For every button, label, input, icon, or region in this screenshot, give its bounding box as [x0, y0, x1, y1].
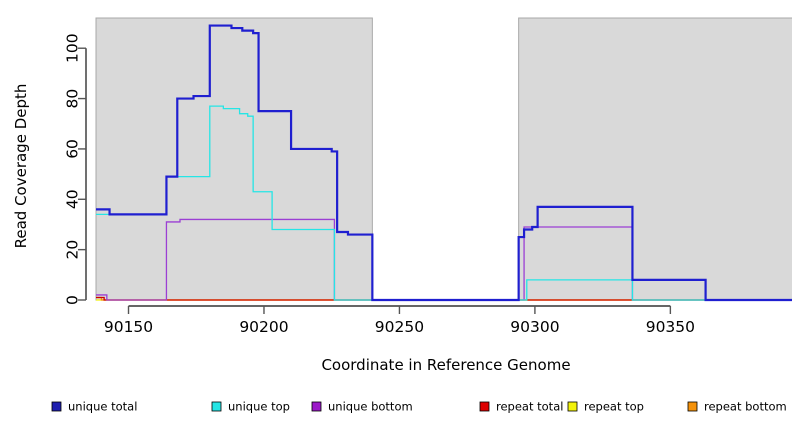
legend-label: unique top: [228, 400, 290, 414]
y-tick-label: 100: [64, 33, 82, 63]
legend-swatch: [567, 401, 578, 412]
chart-legend: unique total unique top unique bottom repea…: [51, 400, 787, 414]
shaded-regions: [95, 17, 792, 301]
x-axis-label: Coordinate in Reference Genome: [321, 356, 570, 374]
x-tick-label: 90350: [646, 318, 695, 336]
legend-label: repeat total: [496, 400, 563, 414]
legend-swatch: [479, 401, 490, 412]
x-tick-label: 90300: [510, 318, 559, 336]
y-tick-label: 20: [64, 240, 82, 260]
legend-label: repeat top: [584, 400, 644, 414]
legend-swatch: [687, 401, 698, 412]
y-axis-label: Read Coverage Depth: [12, 84, 30, 249]
x-tick-label: 90200: [239, 318, 288, 336]
series-line-unique-total: [96, 24, 792, 302]
series-layer: [96, 24, 792, 302]
legend-swatch: [311, 401, 322, 412]
shaded-region: [518, 17, 792, 301]
legend-label: unique bottom: [328, 400, 413, 414]
legend-swatch: [211, 401, 222, 412]
x-tick-label: 90250: [375, 318, 424, 336]
shaded-region: [95, 17, 373, 301]
x-tick-label: 90150: [104, 318, 153, 336]
series-line-unique-top: [96, 105, 792, 301]
y-tick-label: 60: [64, 139, 82, 159]
series-line-unique-bottom: [96, 218, 792, 301]
legend-swatch: [51, 401, 62, 412]
axis-layer: [78, 47, 672, 314]
y-tick-label: 80: [64, 89, 82, 109]
y-tick-label: 0: [64, 295, 82, 305]
legend-label: repeat bottom: [704, 400, 787, 414]
tick-labels: 0 20 40 60 80 100 90150 90200 90250 90300 90350: [64, 33, 696, 336]
legend-label: unique total: [68, 400, 137, 414]
y-tick-label: 40: [64, 189, 82, 209]
